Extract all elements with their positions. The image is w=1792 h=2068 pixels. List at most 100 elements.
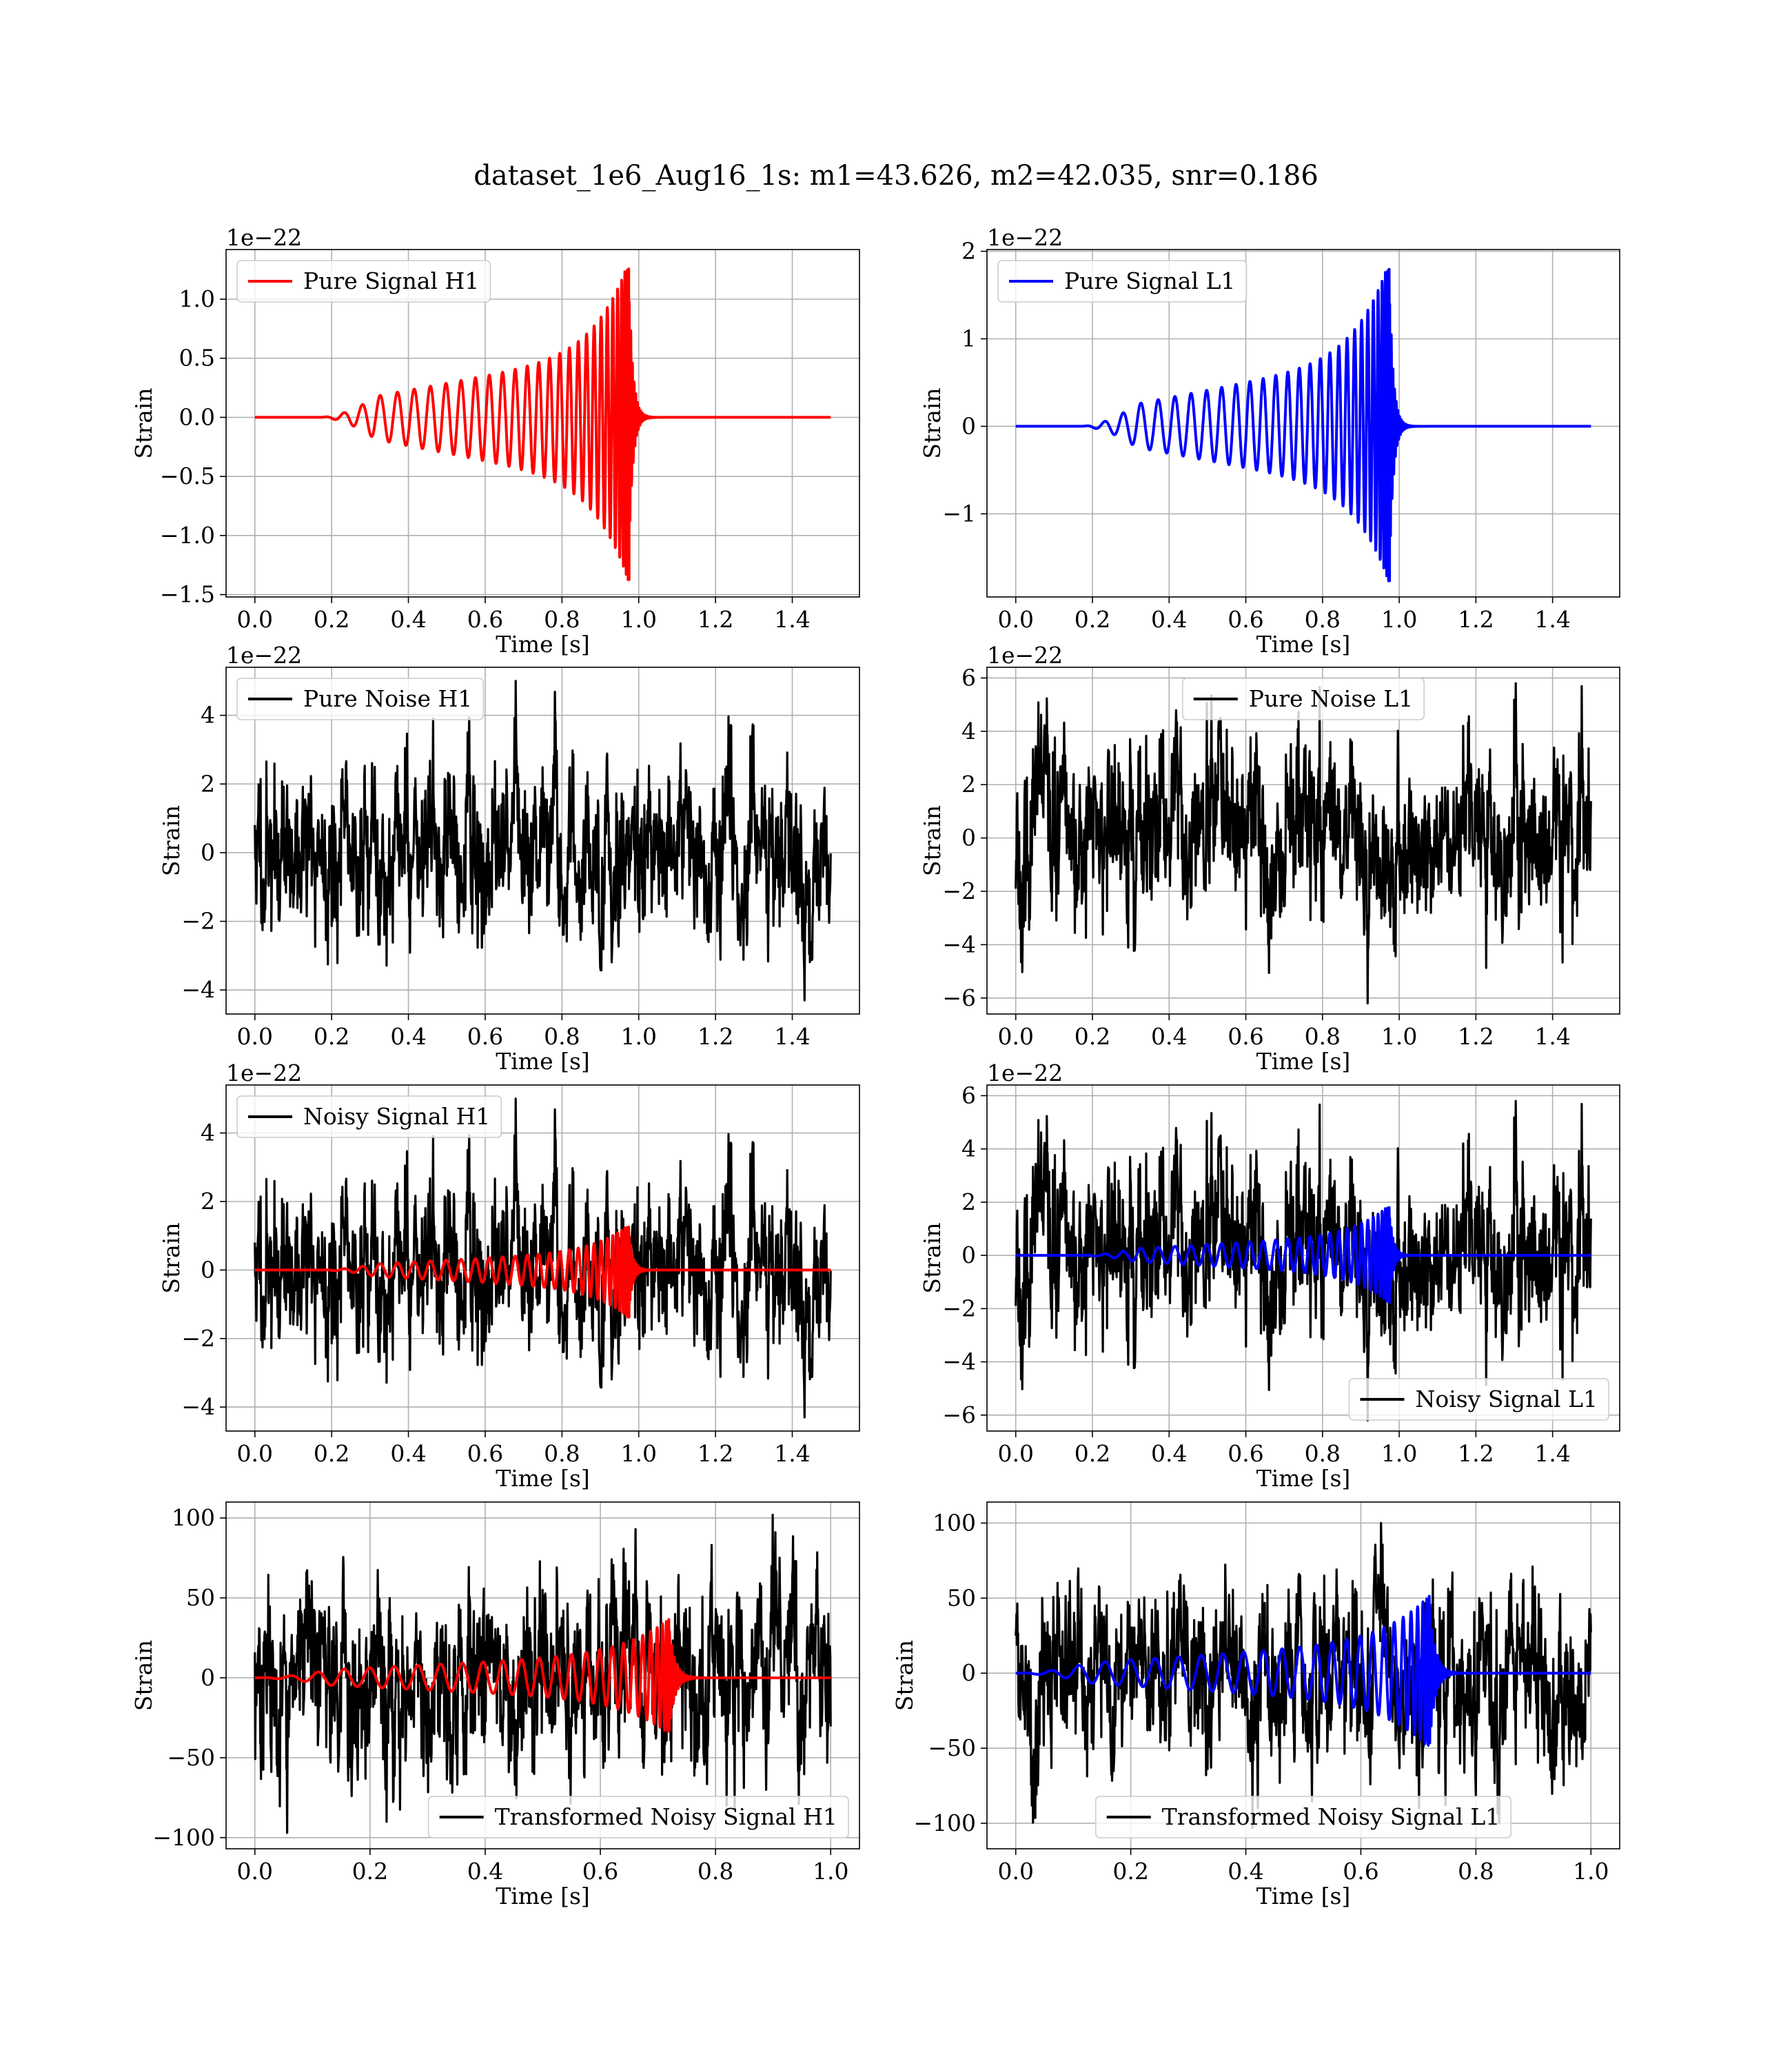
x-tick-label: 0.8	[698, 1858, 733, 1885]
x-tick-label: 0.6	[1228, 606, 1263, 633]
y-tick-label: 1	[961, 325, 976, 352]
x-axis-label: Time [s]	[496, 1465, 590, 1492]
legend-label: Transformed Noisy Signal H1	[495, 1803, 837, 1830]
y-axis-label: Strain	[130, 387, 157, 458]
y-tick-label: 0	[201, 839, 215, 866]
subplot-2: 0.0 0.2 0.4 0.6 0.8 1.0 1.2 1.4 −1 0 1 2 Time [s] Str…	[919, 224, 1620, 658]
x-tick-label: 0.6	[1228, 1440, 1263, 1467]
y-tick-label: −100	[152, 1824, 215, 1851]
y-tick-label: 0	[961, 1241, 976, 1268]
legend-box	[236, 1095, 502, 1138]
y-tick-label: −0.5	[160, 463, 215, 489]
x-tick-label: 1.4	[774, 1023, 810, 1050]
x-tick-label: 0.2	[1112, 1858, 1148, 1885]
x-tick-label: 0.4	[390, 1023, 426, 1050]
x-tick-label: 1.2	[1458, 606, 1494, 633]
legend-label: Pure Signal L1	[1064, 267, 1235, 294]
series-line-signal	[254, 267, 832, 581]
x-tick-label: 1.2	[1458, 1023, 1494, 1050]
x-tick-label: 1.2	[698, 606, 733, 633]
y-tick-label: −2	[181, 1325, 215, 1352]
y-tick-label: 0.5	[179, 345, 215, 372]
y-axis-label: Strain	[158, 1222, 185, 1293]
x-tick-label: 0.2	[1075, 1440, 1110, 1467]
x-tick-label: 1.4	[774, 1440, 810, 1467]
y-tick-label: 100	[172, 1504, 215, 1531]
x-tick-label: 0.4	[1151, 1023, 1187, 1050]
subplot-6: 0.0 0.2 0.4 0.6 0.8 1.0 1.2 1.4 −6 −4 −2 0 2 4 6 Time […	[919, 1060, 1620, 1492]
x-axis-label: Time [s]	[1256, 1048, 1351, 1075]
axis-offset-label: 1e−22	[987, 642, 1063, 669]
x-tick-label: 1.4	[774, 606, 810, 633]
x-tick-label: 0.8	[1305, 1440, 1341, 1467]
subplot-8: 0.0 0.2 0.4 0.6 0.8 1.0 −100 −50 0 50 100 Time [s] S…	[891, 1501, 1620, 1909]
y-tick-label: −4	[942, 1348, 976, 1375]
x-tick-label: 0.4	[1228, 1858, 1263, 1885]
y-tick-label: 4	[201, 1119, 215, 1146]
y-axis-label: Strain	[919, 1222, 946, 1293]
subplot-5: 0.0 0.2 0.4 0.6 0.8 1.0 1.2 1.4 −4 −2 0 2 4 Time [s] S…	[158, 1060, 860, 1492]
y-tick-label: 2	[961, 771, 976, 798]
legend-label: Transformed Noisy Signal L1	[1162, 1803, 1500, 1830]
legend-box	[1181, 678, 1425, 720]
x-axis-label: Time [s]	[1256, 1465, 1351, 1492]
x-tick-label: 1.4	[1534, 606, 1570, 633]
axis-offset-label: 1e−22	[226, 642, 302, 669]
series-line-signal	[1015, 1594, 1592, 1747]
x-tick-label: 0.6	[1228, 1023, 1263, 1050]
y-tick-label: −2	[942, 1295, 976, 1321]
y-tick-label: −2	[181, 908, 215, 935]
x-tick-label: 0.0	[237, 1023, 273, 1050]
legend-box	[236, 260, 491, 303]
y-tick-label: 0	[961, 824, 976, 851]
x-tick-label: 0.0	[237, 606, 273, 633]
y-tick-label: 0	[201, 1256, 215, 1283]
series-line-noise	[1015, 1521, 1592, 1829]
x-tick-label: 1.0	[813, 1858, 848, 1885]
y-tick-label: −2	[942, 878, 976, 904]
y-axis-label: Strain	[130, 1640, 157, 1711]
y-tick-label: −1.0	[160, 522, 215, 549]
plot-frame	[225, 249, 860, 598]
y-tick-label: 4	[961, 1135, 976, 1162]
y-tick-label: 0	[961, 412, 976, 439]
x-tick-label: 0.8	[1458, 1858, 1494, 1885]
x-tick-label: 1.0	[1381, 1440, 1417, 1467]
axis-offset-label: 1e−22	[987, 1060, 1063, 1086]
x-tick-label: 1.0	[1381, 606, 1417, 633]
y-tick-label: 2	[201, 770, 215, 797]
x-axis-label: Time [s]	[496, 1048, 590, 1075]
series-line-signal	[1015, 267, 1592, 582]
y-tick-label: 50	[186, 1584, 215, 1611]
legend: Noisy Signal H1	[236, 1095, 502, 1138]
y-tick-label: −4	[181, 1393, 215, 1420]
x-tick-label: 0.6	[467, 606, 503, 633]
x-tick-label: 1.0	[621, 1440, 657, 1467]
x-tick-label: 1.2	[1458, 1440, 1494, 1467]
legend-label: Pure Signal H1	[303, 267, 479, 294]
x-tick-label: 0.0	[237, 1440, 273, 1467]
subplot-1: 0.0 0.2 0.4 0.6 0.8 1.0 1.2 1.4 −1.5 −1.0 −0.5 0.0 0…	[130, 224, 860, 658]
y-tick-label: −4	[181, 976, 215, 1003]
x-tick-label: 0.6	[467, 1440, 503, 1467]
x-tick-label: 0.0	[997, 1858, 1033, 1885]
y-tick-label: −1.5	[160, 581, 215, 608]
x-tick-label: 1.0	[621, 606, 657, 633]
legend-label: Pure Noise L1	[1249, 685, 1413, 712]
x-tick-label: 1.0	[621, 1023, 657, 1050]
x-tick-label: 0.0	[997, 1023, 1033, 1050]
legend-box	[997, 260, 1248, 303]
x-axis-label: Time [s]	[496, 1883, 590, 1909]
y-tick-label: −6	[942, 984, 976, 1011]
legend-label: Pure Noise H1	[303, 685, 472, 712]
subplot-grid: 0.0 0.2 0.4 0.6 0.8 1.0 1.2 1.4 −1.5 −1.0 −0.5 0.0 0…	[130, 224, 1620, 1909]
x-axis-label: Time [s]	[1256, 631, 1351, 658]
legend: Pure Signal H1	[236, 260, 491, 303]
legend-box	[1094, 1796, 1512, 1838]
x-tick-label: 0.6	[1343, 1858, 1378, 1885]
y-tick-label: 50	[947, 1584, 976, 1611]
y-axis-label: Strain	[891, 1640, 918, 1711]
x-tick-label: 0.2	[314, 1023, 349, 1050]
plot-frame	[986, 667, 1620, 1015]
series-line-noise	[1015, 1099, 1592, 1422]
